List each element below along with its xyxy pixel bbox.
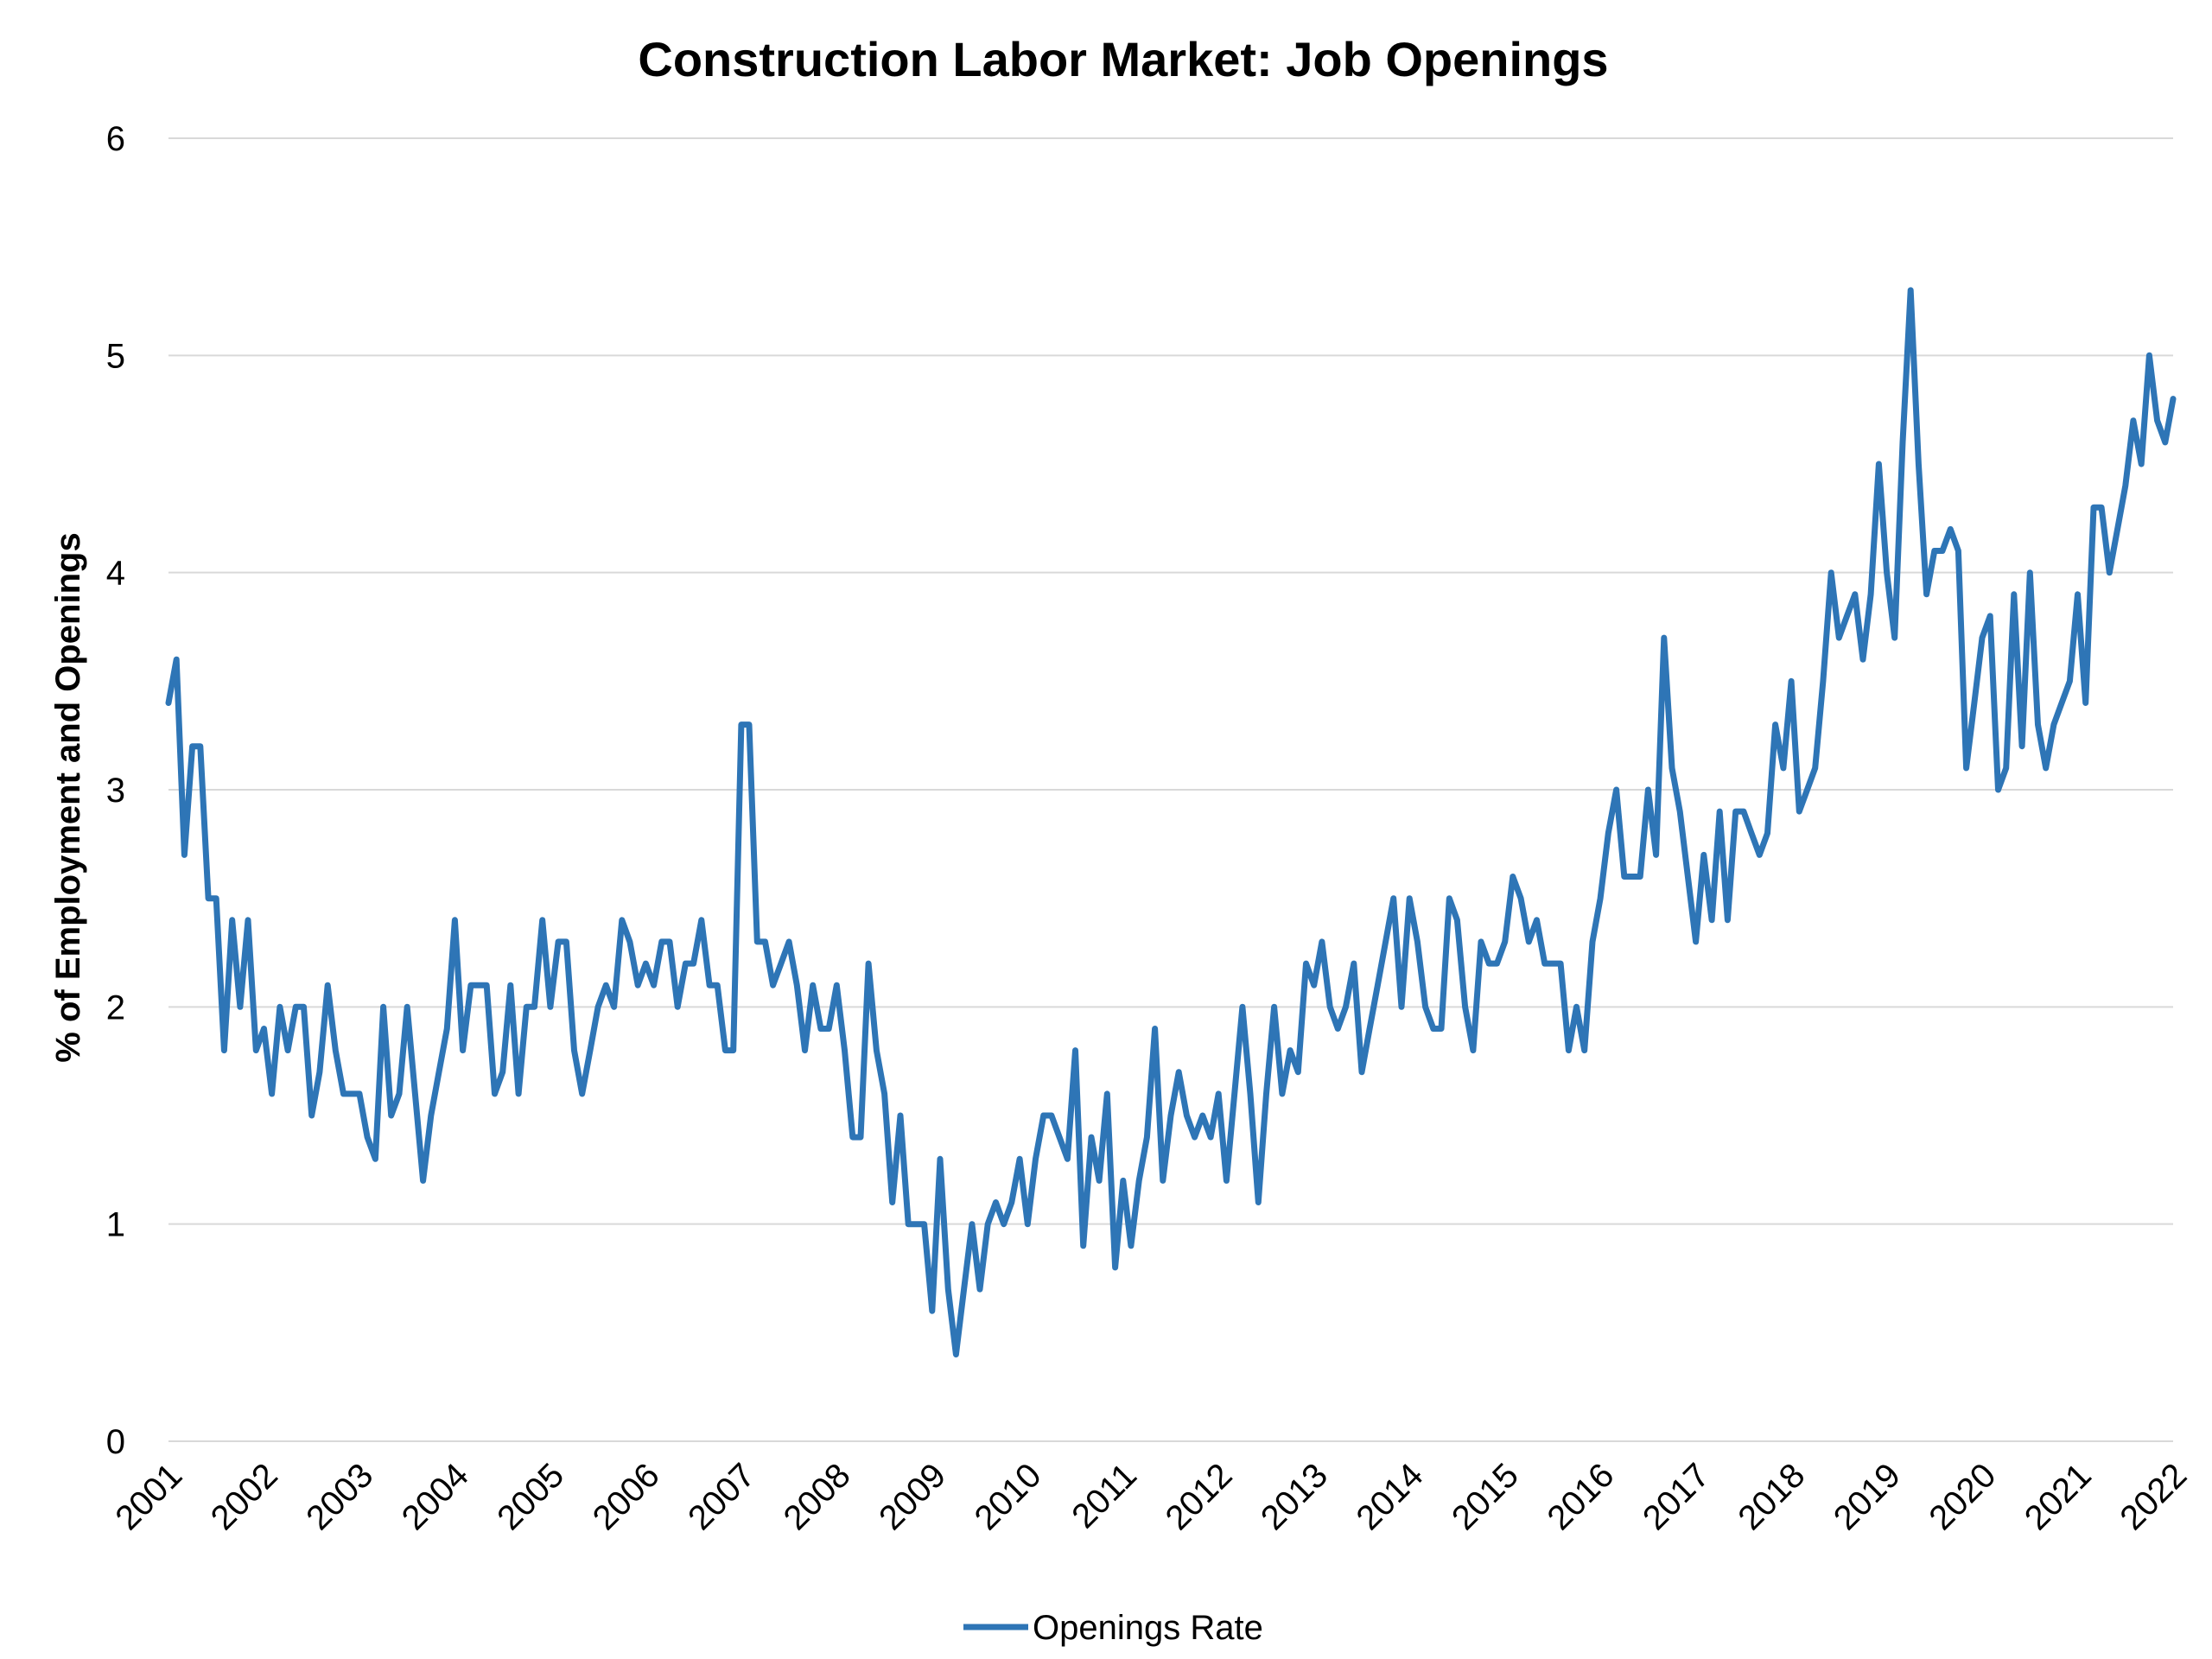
legend-label-openings-rate: Openings Rate	[1033, 1609, 1263, 1647]
x-tick-label-2014: 2014	[1350, 1456, 1431, 1537]
gridlines	[168, 137, 2173, 1442]
series-line-openings-rate	[165, 287, 2177, 1357]
x-tick-label-2012: 2012	[1159, 1456, 1240, 1537]
x-tick-label-2004: 2004	[395, 1456, 476, 1537]
x-axis-ticks: 2001 2002 2003 2004 2005 2006 2007 2008 2009 2010…	[108, 1456, 2194, 1537]
y-tick-label-5: 5	[106, 337, 125, 375]
x-tick-label-2006: 2006	[586, 1456, 667, 1537]
x-tick-label-2009: 2009	[872, 1456, 953, 1537]
x-tick-label-2002: 2002	[204, 1456, 285, 1537]
chart-title: Construction Labor Market: Job Openings	[638, 32, 1608, 86]
y-tick-label-4: 4	[106, 555, 125, 593]
x-tick-label-2021: 2021	[2018, 1456, 2099, 1537]
x-tick-label-2015: 2015	[1445, 1456, 1526, 1537]
y-axis-ticks: 0 1 2 3 4 5 6	[106, 120, 125, 1461]
x-tick-label-2001: 2001	[108, 1456, 189, 1537]
x-tick-label-2019: 2019	[1827, 1456, 1908, 1537]
x-tick-label-2017: 2017	[1636, 1456, 1717, 1537]
x-tick-label-2005: 2005	[490, 1456, 571, 1537]
x-tick-label-2010: 2010	[968, 1456, 1049, 1537]
x-tick-label-2003: 2003	[299, 1456, 380, 1537]
y-tick-label-2: 2	[106, 988, 125, 1027]
x-tick-label-2016: 2016	[1540, 1456, 1621, 1537]
x-tick-label-2011: 2011	[1065, 1456, 1144, 1535]
y-tick-label-0: 0	[106, 1423, 125, 1461]
y-tick-label-1: 1	[106, 1206, 125, 1244]
x-tick-label-2020: 2020	[1922, 1456, 2003, 1537]
x-tick-label-2013: 2013	[1254, 1456, 1335, 1537]
y-axis-label: % of Employment and Openings	[49, 532, 87, 1062]
x-tick-label-2022: 2022	[2113, 1456, 2194, 1537]
legend: Openings Rate	[963, 1609, 1263, 1647]
y-tick-label-6: 6	[106, 120, 125, 158]
x-tick-label-2018: 2018	[1731, 1456, 1812, 1537]
y-tick-label-3: 3	[106, 772, 125, 810]
series-layer	[165, 287, 2177, 1357]
x-tick-label-2007: 2007	[681, 1456, 762, 1537]
x-tick-label-2008: 2008	[777, 1456, 858, 1537]
